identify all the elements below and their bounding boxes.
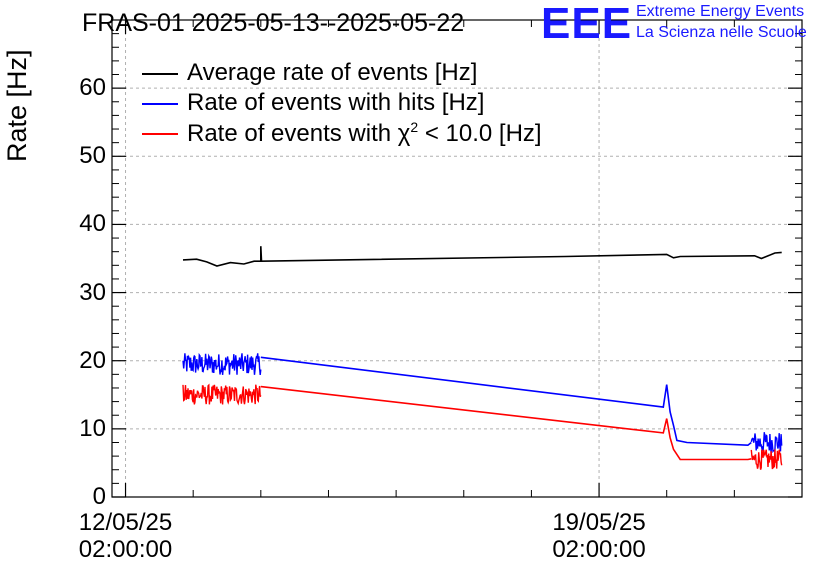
- legend-label-chi2: Rate of events with χ2 < 10.0 [Hz]: [187, 119, 542, 148]
- series-1-noise-band: [750, 432, 783, 454]
- x-tick-date: 12/05/25: [78, 509, 173, 536]
- y-axis-label: Rate [Hz]: [2, 49, 32, 162]
- series-2-line: [260, 385, 752, 461]
- legend-swatch-chi2: [142, 133, 178, 135]
- y-tick-label: 50: [79, 142, 106, 170]
- y-tick-label: 10: [79, 414, 106, 442]
- legend-label-hits: Rate of events with hits [Hz]: [187, 89, 485, 116]
- eee-logo-mark: EEE: [541, 0, 633, 48]
- legend-swatch-average: [142, 73, 178, 75]
- x-tick-label: 12/05/25 02:00:00: [56, 509, 196, 563]
- logo-line-1: Extreme Energy Events: [636, 3, 805, 20]
- series-2-noise-band: [750, 449, 783, 470]
- plot-frame: [111, 19, 803, 498]
- y-tick-label: 0: [92, 483, 106, 510]
- y-tick-label: 20: [79, 346, 106, 374]
- axis-ticks: [112, 20, 802, 498]
- x-tick-time: 02:00:00: [552, 536, 646, 563]
- series-1-noise-band: [182, 352, 262, 375]
- x-tick-label: 19/05/25 02:00:00: [529, 509, 669, 563]
- legend-label-average: Average rate of events [Hz]: [187, 59, 478, 86]
- chart-title: FRAS-01 2025-05-13--2025-05-22: [82, 9, 465, 37]
- x-tick-date: 19/05/25: [552, 509, 646, 536]
- series-1-line: [260, 356, 752, 447]
- legend-label-chi2-tail: < 10.0 [Hz]: [418, 120, 542, 147]
- series-layer: [182, 246, 783, 470]
- y-tick-label: 30: [79, 278, 106, 306]
- x-tick-time: 02:00:00: [78, 536, 173, 563]
- legend-label-chi2-main: Rate of events with χ: [187, 120, 411, 147]
- legend-swatch-hits: [142, 103, 178, 105]
- y-tick-label: 60: [79, 74, 106, 102]
- legend-label-chi2-sup: 2: [410, 119, 419, 135]
- series-2-noise-band: [182, 383, 262, 406]
- series-0-line: [182, 246, 782, 267]
- logo-line-2: La Scienza nelle Scuole: [636, 24, 807, 41]
- y-tick-label: 40: [79, 210, 106, 238]
- y-axis-label-box: Rate [Hz]: [2, 49, 32, 192]
